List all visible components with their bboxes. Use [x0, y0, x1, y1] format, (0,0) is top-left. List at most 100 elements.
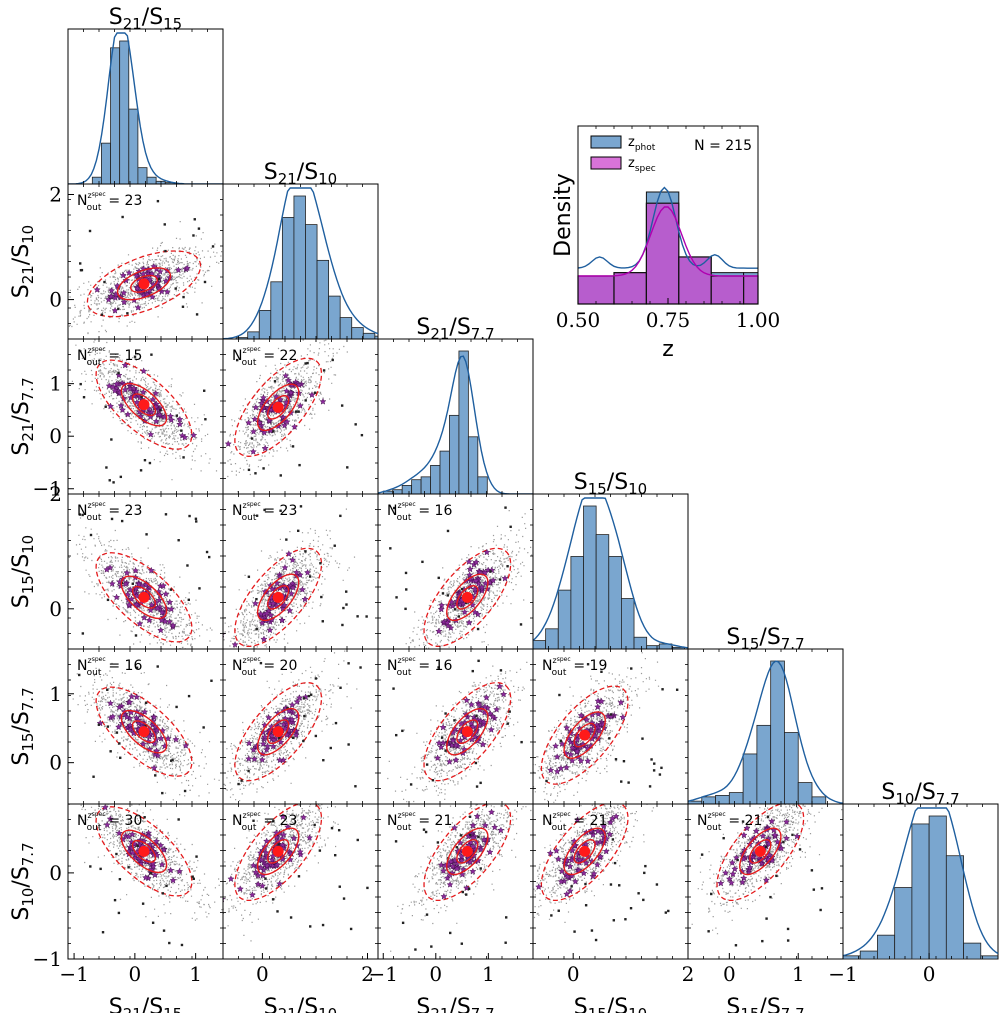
spec-star	[563, 872, 571, 880]
contour-outer	[86, 250, 202, 318]
outlier-point	[404, 571, 408, 575]
spec-star	[487, 726, 495, 733]
diag-frame	[67, 28, 224, 185]
spec-star	[157, 734, 165, 742]
spec-star	[469, 821, 477, 829]
outlier-point	[424, 830, 428, 834]
outlier-point	[183, 789, 187, 793]
hist-bar	[316, 259, 330, 340]
spec-star	[463, 884, 471, 892]
contour-core	[131, 839, 157, 863]
outlier-point	[272, 430, 275, 433]
spec-star	[282, 372, 290, 379]
spec-star	[130, 840, 139, 847]
spec-star	[268, 855, 276, 863]
spec-star	[248, 891, 256, 898]
hist-bar	[980, 955, 999, 960]
outlier-point	[89, 865, 92, 868]
outlier-point	[322, 758, 325, 762]
x-tick-label: −1	[828, 962, 857, 986]
outlier-point	[278, 736, 281, 740]
spec-star	[752, 827, 760, 835]
outlier-point	[88, 229, 92, 233]
outlier-point	[164, 249, 167, 253]
hist-bar	[811, 796, 827, 805]
spec-star	[478, 583, 486, 591]
hist-bar	[110, 47, 121, 185]
spec-star	[472, 558, 480, 566]
kde-curve	[842, 807, 999, 957]
spec-star	[123, 713, 131, 721]
spec-star	[299, 813, 308, 821]
outlier-point	[475, 714, 478, 717]
outlier-point	[644, 864, 647, 868]
outlier-point	[650, 758, 653, 761]
hist-bar	[728, 792, 744, 805]
spec-star	[290, 834, 298, 842]
diag-hist-0: S21/S15	[67, 5, 224, 185]
outlier-point	[477, 835, 480, 838]
spec-star	[600, 833, 608, 840]
spec-star	[568, 757, 576, 764]
spec-star	[449, 862, 457, 870]
spec-star	[592, 839, 600, 847]
spec-star	[115, 371, 123, 379]
contour-inner	[446, 707, 489, 756]
spec-star	[123, 569, 131, 576]
outlier-point	[149, 872, 152, 875]
contour-inner	[256, 707, 300, 756]
spec-star	[281, 563, 289, 571]
spec-star	[576, 856, 584, 864]
contour-outer	[95, 552, 193, 643]
outlier-point	[81, 513, 84, 517]
spec-star	[727, 879, 736, 886]
nout-label: Nzspec out = 23	[232, 811, 297, 833]
outlier-point	[321, 620, 324, 623]
outlier-point	[338, 885, 341, 888]
hist-bar	[430, 464, 441, 495]
hist-bar	[146, 176, 157, 185]
outlier-point	[437, 576, 440, 580]
outlier-point	[140, 395, 143, 399]
outlier-point	[103, 280, 106, 284]
spec-star	[93, 286, 101, 293]
spec-star	[725, 875, 734, 883]
spec-star	[152, 837, 160, 845]
outlier-point	[254, 472, 257, 475]
contour-inner	[120, 382, 168, 427]
spec-star	[128, 844, 136, 852]
spec-star	[249, 447, 257, 455]
x-axis-label-0: S21/S15	[109, 995, 182, 1013]
outlier-point	[342, 897, 346, 900]
outlier-point	[584, 904, 588, 907]
spec-star	[566, 887, 574, 895]
outlier-point	[457, 615, 460, 618]
spec-star	[157, 626, 165, 634]
kde-curve	[532, 497, 689, 649]
hist-bar	[963, 942, 982, 960]
spec-star	[133, 398, 141, 406]
spec-star	[771, 831, 779, 839]
hist-bar	[401, 485, 413, 495]
contour-inner	[563, 827, 606, 876]
outlier-point	[401, 921, 405, 925]
panel-4-2: Nzspec out = 16	[377, 648, 534, 805]
outlier-point	[314, 734, 318, 738]
outlier-point	[194, 517, 198, 520]
y-tick-label: 1	[49, 372, 62, 396]
spec-star	[276, 756, 284, 764]
diag-hist-4: S15/S7.7	[687, 625, 844, 805]
outlier-point	[318, 849, 322, 852]
outlier-point	[545, 779, 548, 783]
y-tick-label: −1	[33, 477, 62, 501]
median-marker	[138, 278, 150, 290]
spec-star	[128, 830, 136, 838]
outlier-point	[590, 929, 594, 932]
outlier-point	[139, 469, 143, 472]
outlier-point	[188, 514, 191, 518]
panel-content	[68, 199, 223, 338]
median-marker	[272, 401, 284, 413]
spec-star	[439, 867, 448, 874]
spec-star	[121, 361, 129, 369]
outlier-point	[477, 659, 480, 663]
